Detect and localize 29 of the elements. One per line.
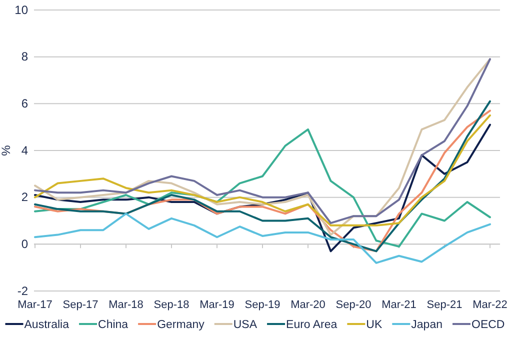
x-tick-label: Mar-19 (200, 299, 234, 311)
legend-label: USA (233, 319, 258, 331)
x-tick-label: Mar-22 (472, 299, 508, 311)
y-tick-label: 10 (14, 2, 28, 17)
legend-label: Germany (157, 319, 205, 331)
x-tick-label: Sep-21 (426, 299, 462, 311)
x-tick-label: Sep-19 (244, 299, 280, 311)
y-tick-label: 8 (21, 50, 28, 64)
legend-label: OECD (472, 319, 505, 331)
x-tick-label: Sep-20 (336, 299, 372, 311)
legend-label: Australia (24, 319, 70, 331)
x-tick-label: Mar-17 (18, 299, 52, 311)
x-tick-label: Mar-20 (290, 299, 326, 311)
legend-label: UK (366, 319, 382, 331)
line-series (34, 212, 491, 264)
y-tick-label: 0 (21, 237, 28, 252)
legend-label: Japan (411, 319, 443, 331)
y-tick-label: 2 (21, 190, 28, 204)
y-tick-label: 6 (21, 96, 28, 111)
legend-label: China (98, 319, 129, 331)
y-axis-title: % (0, 144, 13, 156)
y-tick-label: -2 (17, 284, 28, 298)
x-tick-label: Sep-17 (62, 299, 98, 311)
legend-label: Euro Area (286, 319, 338, 331)
y-tick-label: 4 (21, 143, 28, 158)
line-series (34, 114, 491, 226)
x-tick-label: Mar-18 (108, 299, 144, 311)
x-tick-label: Sep-18 (154, 299, 190, 311)
x-tick-label: Mar-21 (382, 299, 416, 311)
